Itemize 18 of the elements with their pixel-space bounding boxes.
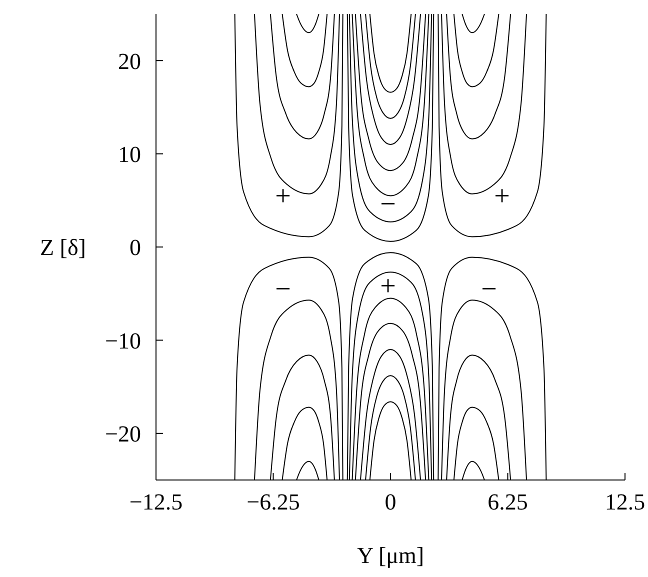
annotation: −: [274, 273, 292, 307]
x-tick-label: 12.5: [604, 489, 646, 514]
y-tick-label: −20: [105, 422, 141, 447]
y-tick-label: 10: [118, 142, 141, 167]
annotation: −: [379, 188, 397, 222]
x-tick-label: −6.25: [246, 489, 300, 514]
x-tick-label: −12.5: [129, 489, 183, 514]
y-tick-label: 20: [118, 48, 141, 74]
y-axis-title: Z [δ]: [40, 235, 86, 260]
x-axis-title: Y [μm]: [356, 543, 424, 568]
x-tick-label: 6.25: [488, 489, 528, 514]
y-tick-label: −10: [105, 328, 141, 354]
x-tick-label: 0: [384, 489, 396, 514]
annotation: +: [493, 180, 511, 214]
annotation: −: [480, 273, 498, 307]
annotation: +: [379, 270, 397, 304]
annotation: +: [274, 180, 292, 214]
y-tick-label: 0: [130, 235, 141, 260]
